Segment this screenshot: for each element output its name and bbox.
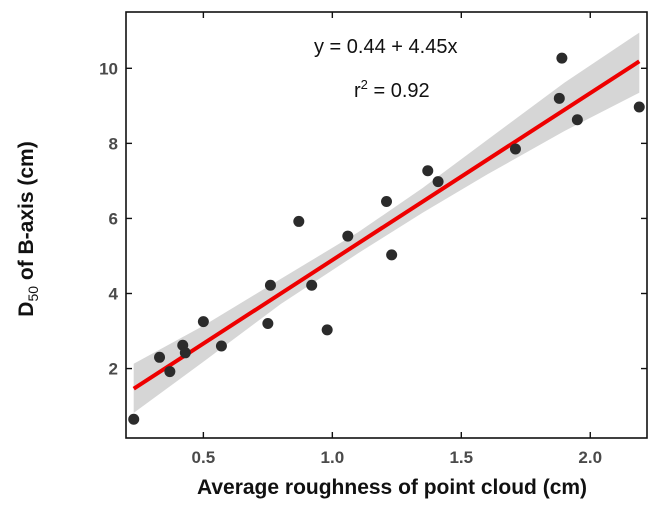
data-point [306,279,318,291]
data-point [164,366,176,378]
y-axis-title-subscript: 50 [25,286,41,302]
plot-frame [125,11,648,439]
x-tick-label: 0.5 [192,448,216,467]
y-tick-label: 8 [109,134,118,153]
r-squared-symbol: r [354,80,361,102]
x-axis-title: Average roughness of point cloud (cm) [197,476,587,499]
x-tick-label: 1.0 [321,448,345,467]
data-point [215,340,227,352]
data-point [179,347,191,359]
data-point [321,324,333,336]
y-tick-label: 4 [109,284,119,303]
r-squared-superscript: 2 [361,77,368,92]
data-point [553,92,565,104]
data-point [293,215,305,227]
data-point [154,351,166,363]
data-point [262,318,274,330]
data-point [509,143,521,155]
data-point [432,176,444,188]
regression-line [132,59,641,391]
data-points-layer [128,52,645,425]
data-point [386,249,398,261]
data-point [342,230,354,242]
data-point [197,316,209,328]
r-squared-value: = 0.92 [368,80,430,102]
axis-ticks-layer: 0.5 1.0 1.5 2.0 2 4 6 8 10 [99,12,647,467]
data-point [422,165,434,177]
regression-line-layer [132,59,641,391]
y-axis-title: D50 of B-axis (cm) [15,141,41,316]
y-tick-label: 6 [109,209,118,228]
x-tick-label: 2.0 [578,448,602,467]
y-axis-title-suffix: of B-axis (cm) [15,141,38,286]
equation-annotation: y = 0.44 + 4.45x [314,36,457,58]
data-point [264,279,276,291]
data-point [633,101,645,113]
data-point [381,196,392,208]
y-tick-label: 2 [109,360,118,379]
y-axis-title-prefix: D [15,302,38,317]
y-tick-label: 10 [99,59,118,78]
data-point [571,114,583,126]
x-tick-label: 1.5 [449,448,473,467]
data-point [556,52,568,64]
r-squared-annotation: r2 = 0.92 [354,77,430,102]
data-point [128,413,140,425]
